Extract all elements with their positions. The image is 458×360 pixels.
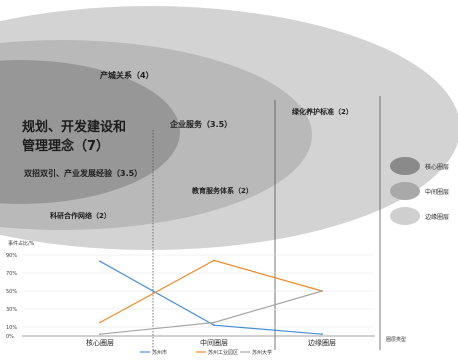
y-grid: [22, 254, 375, 337]
data-point: [213, 321, 215, 324]
legend-core-label: 核心圈层: [425, 163, 449, 171]
legend-edge-label: 边缘圈层: [425, 213, 449, 221]
data-point: [99, 321, 101, 324]
x-axis-title: 圈层类型: [386, 336, 406, 343]
ring-label-lvhua: 绿化养护标准（2）: [292, 107, 353, 116]
core-label-line2: 管理理念（7）: [22, 138, 109, 154]
ring-label-keyan: 科研合作网络（2）: [50, 211, 111, 220]
separator-lines: [152, 96, 381, 350]
series-lines: [99, 259, 323, 336]
y-ticks: 90% 70% 50% 30% 10% 0%: [6, 253, 17, 340]
core-label-line1: 规划、开发建设和: [22, 119, 126, 135]
legend-edge-swatch: [390, 207, 420, 225]
y-axis-title: 事件占比/%: [8, 240, 35, 247]
legend-label: 苏州工业园区: [208, 349, 238, 356]
ring-legend: 核心圈层 中间圈层 边缘圈层: [390, 157, 449, 225]
y-tick-label: 10%: [6, 325, 17, 331]
y-tick-label: 90%: [6, 253, 17, 259]
series-legend: 苏州市 苏州工业园区 苏州大学: [140, 349, 272, 356]
data-point: [321, 333, 323, 336]
y-tick-label: 50%: [6, 289, 17, 295]
ring-label-chengchan: 产城关系（4）: [100, 70, 154, 80]
x-category-label: 边缘圈层: [308, 338, 336, 347]
data-point: [321, 290, 323, 292]
x-category-label: 中间圈层: [200, 338, 228, 347]
legend-middle-swatch: [390, 182, 420, 200]
ring-label-qiyefuwu: 企业服务（3.5）: [169, 119, 232, 129]
x-category-label: 核心圈层: [86, 338, 114, 347]
y-tick-label: 70%: [6, 271, 17, 277]
legend-label: 苏州市: [152, 349, 167, 356]
ring-label-jiaoyu: 教育服务体系（2）: [191, 186, 253, 195]
legend-middle-label: 中间圈层: [425, 188, 449, 196]
data-point: [213, 259, 215, 262]
legend-label: 苏州大学: [252, 349, 272, 356]
y-tick-label: 30%: [6, 307, 17, 313]
y-tick-label: 0%: [6, 334, 14, 340]
legend-core-swatch: [390, 157, 420, 175]
ring-label-shuangzhao: 双招双引、产业发展经验（3.5）: [24, 168, 142, 178]
data-point: [213, 324, 215, 327]
data-point: [99, 333, 101, 336]
x-categories: 核心圈层 中间圈层 边缘圈层: [86, 338, 336, 347]
ring-diagram: 规划、开发建设和 管理理念（7） 产城关系（4） 企业服务（3.5） 双招双引、…: [0, 6, 458, 250]
core-ring: [0, 60, 180, 204]
data-point: [99, 260, 101, 263]
line-chart: 事件占比/% 圈层类型 90% 70% 50% 30% 10% 0% 核心圈层 中间圈层 边缘…: [6, 240, 406, 356]
